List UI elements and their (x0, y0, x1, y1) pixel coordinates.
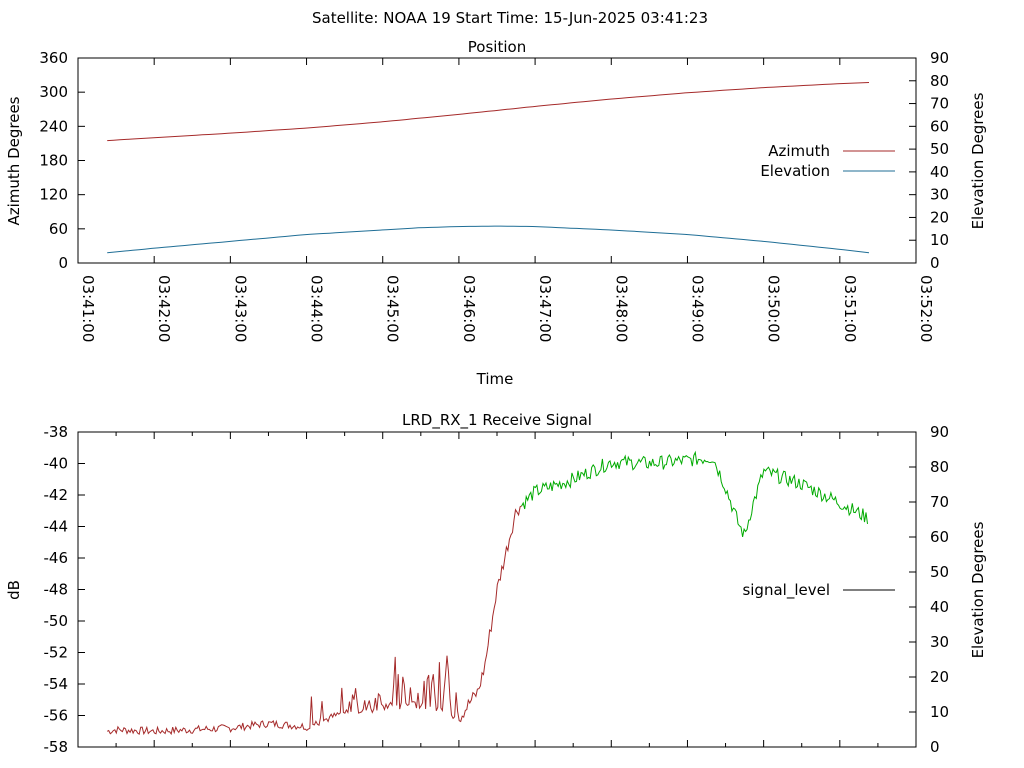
signal-y-tick-label: -52 (44, 644, 69, 662)
signal-y2-tick-label: 40 (930, 598, 949, 616)
signal-y-tick-label: -58 (44, 738, 69, 756)
legend-azimuth-label: Azimuth (768, 142, 830, 160)
position-x-tick-label: 03:42:00 (155, 275, 173, 342)
position-x-tick-label: 03:48:00 (612, 275, 630, 342)
position-y2-tick-label: 80 (930, 72, 949, 90)
signal-y2-tick-label: 70 (930, 493, 949, 511)
position-y2-tick-label: 30 (930, 186, 949, 204)
position-x-tick-label: 03:45:00 (384, 275, 402, 342)
signal-y2-tick-label: 50 (930, 563, 949, 581)
series-azimuth-line (107, 82, 870, 142)
signal-y2-tick-label: 90 (930, 423, 949, 441)
signal-y-tick-label: -54 (44, 675, 69, 693)
signal-y-tick-label: -42 (44, 486, 69, 504)
position-y2-tick-label: 50 (930, 140, 949, 158)
position-y2-tick-label: 40 (930, 163, 949, 181)
position-y2-tick-label: 0 (930, 254, 940, 272)
signal-chart: LRD_RX_1 Receive Signal -58 -56 -54 -52 -50 -… (5, 411, 987, 756)
position-y-axis-label: Azimuth Degrees (5, 96, 23, 225)
signal-y-tick-label: -48 (44, 581, 69, 599)
signal-y-tick-label: -56 (44, 707, 69, 725)
position-y-tick-label: 180 (39, 152, 68, 170)
position-y-tick-label: 240 (39, 117, 68, 135)
signal-y-tick-label: -38 (44, 423, 69, 441)
signal-y2-axis-label: Elevation Degrees (969, 521, 987, 658)
position-y2-tick-label: 90 (930, 49, 949, 67)
position-y2-tick-label: 70 (930, 95, 949, 113)
position-x-tick-label: 03:47:00 (536, 275, 554, 342)
series-signal-level-high-line (521, 450, 868, 537)
position-x-tick-label: 03:43:00 (231, 275, 249, 342)
position-x-tick-label: 03:52:00 (917, 275, 935, 342)
signal-y2-tick-label: 10 (930, 703, 949, 721)
signal-y-tick-label: -50 (44, 612, 69, 630)
signal-y2-tick-label: 80 (930, 458, 949, 476)
signal-y-tick-label: -46 (44, 549, 69, 567)
signal-y2-tick-label: 20 (930, 668, 949, 686)
position-y-tick-label: 360 (39, 49, 68, 67)
signal-chart-title: LRD_RX_1 Receive Signal (402, 411, 592, 430)
position-chart: Position 0 60 120 180 240 300 360 0 10 20 30 40 50 6… (5, 38, 987, 388)
position-y2-tick-label: 10 (930, 231, 949, 249)
position-plot-frame (77, 57, 917, 264)
position-x-tick-label: 03:46:00 (460, 275, 478, 342)
position-chart-title: Position (468, 38, 526, 56)
series-elevation-line (107, 225, 870, 254)
position-x-tick-label: 03:49:00 (688, 275, 706, 342)
signal-y2-tick-label: 0 (930, 738, 940, 756)
legend-signal-level-label: signal_level (742, 581, 830, 600)
position-x-tick-label: 03:50:00 (765, 275, 783, 342)
position-x-tick-label: 03:41:00 (79, 275, 97, 342)
position-y-tick-label: 0 (58, 254, 68, 272)
signal-y2-tick-label: 30 (930, 633, 949, 651)
chart-header-title: Satellite: NOAA 19 Start Time: 15-Jun-20… (312, 9, 708, 27)
position-x-tick-label: 03:51:00 (841, 275, 859, 342)
signal-y2-tick-label: 60 (930, 528, 949, 546)
position-x-tick-label: 03:44:00 (308, 275, 326, 342)
position-y2-tick-label: 60 (930, 117, 949, 135)
signal-y-tick-label: -44 (44, 518, 69, 536)
position-y-tick-label: 120 (39, 186, 68, 204)
position-y-tick-label: 60 (49, 220, 68, 238)
signal-y-axis-label: dB (5, 580, 23, 600)
signal-y-tick-label: -40 (44, 455, 69, 473)
position-x-axis-label: Time (476, 370, 514, 388)
series-signal-level-low-line (106, 505, 522, 736)
position-y2-tick-label: 20 (930, 208, 949, 226)
position-y-tick-label: 300 (39, 83, 68, 101)
legend-elevation-label: Elevation (760, 162, 830, 180)
position-y2-axis-label: Elevation Degrees (969, 92, 987, 229)
